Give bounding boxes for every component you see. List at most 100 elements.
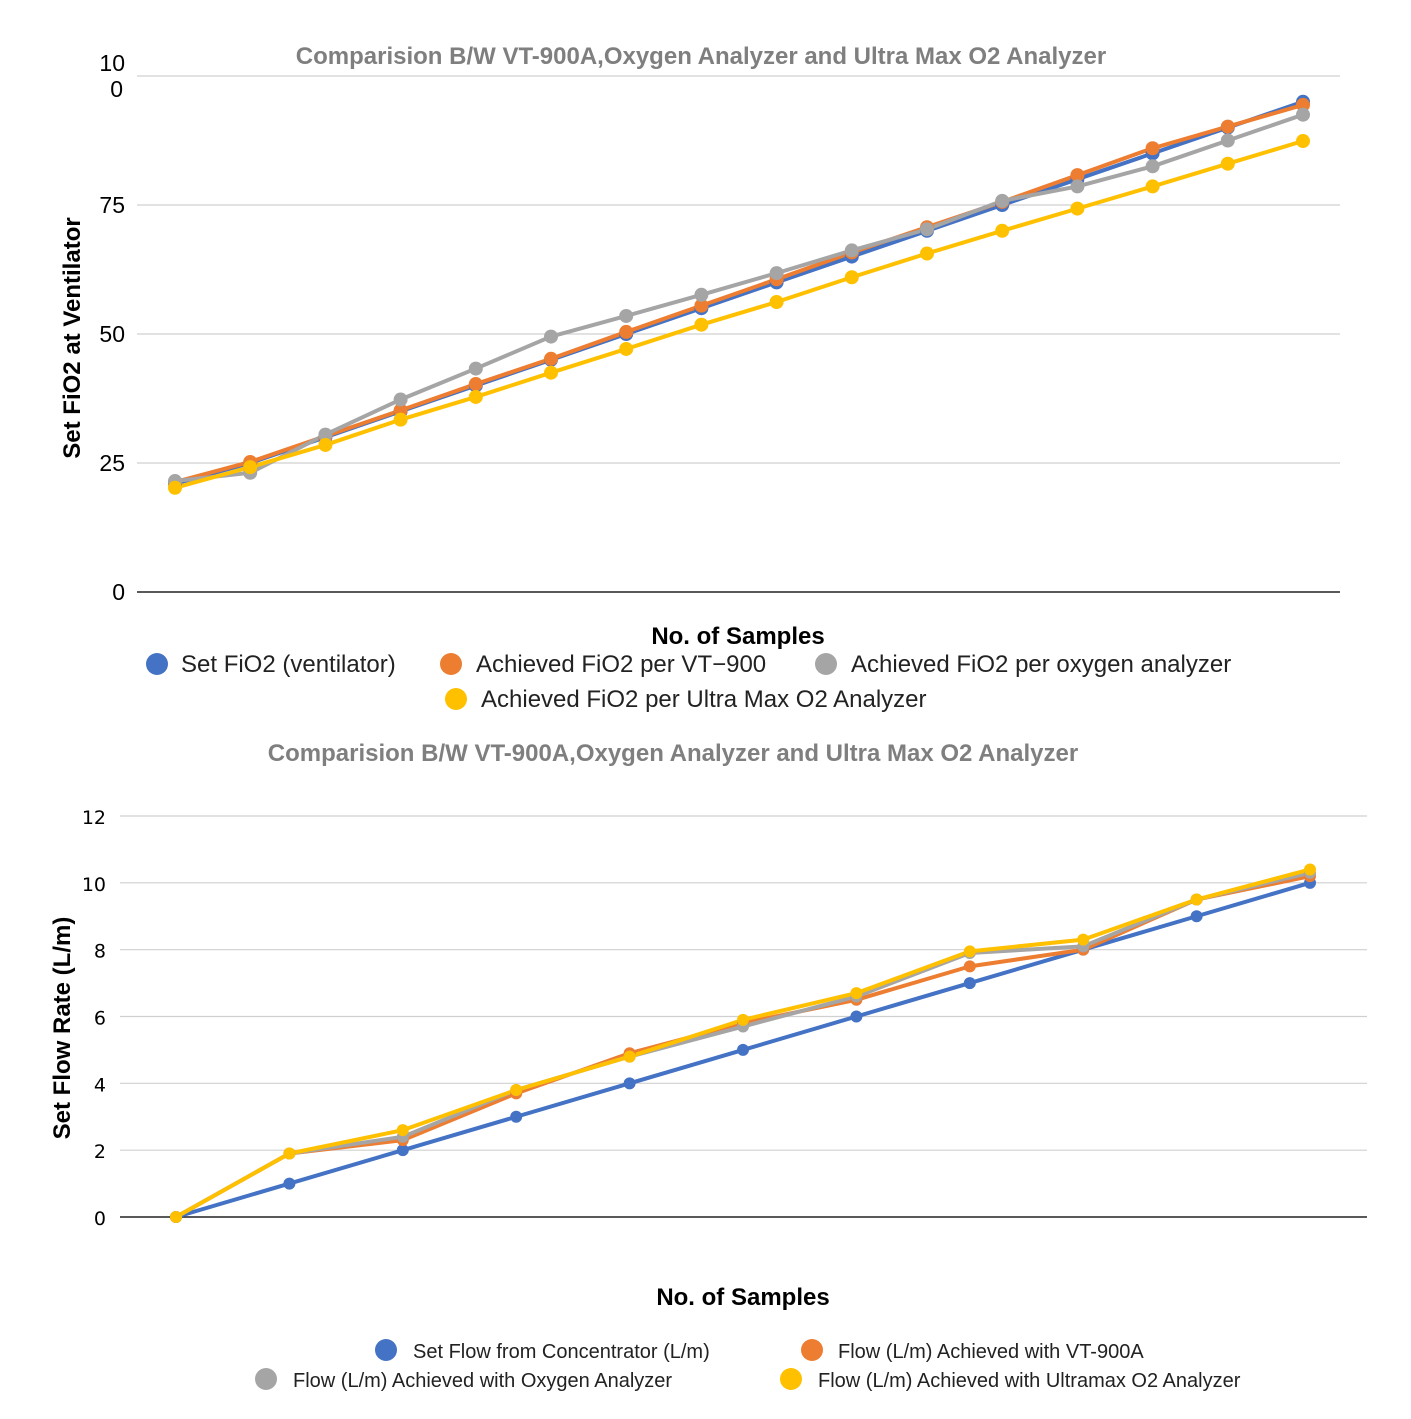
fio2-y-tick-label: 10	[99, 50, 125, 76]
fio2-y-tick-label: 0	[110, 76, 123, 102]
fio2-legend-marker	[440, 653, 462, 675]
fio2-data-point	[544, 365, 558, 380]
fio2-data-point	[1145, 141, 1160, 156]
fio2-y-tick-label: 50	[99, 321, 125, 347]
flow-y-tick-label: 2	[94, 1141, 106, 1163]
fio2-data-point	[619, 324, 634, 339]
flow-data-point	[510, 1084, 523, 1097]
flow-data-point	[623, 1077, 636, 1090]
fio2-data-point	[920, 246, 934, 261]
fio2-series-line-2	[174, 102, 1304, 485]
fio2-data-point	[1296, 107, 1310, 122]
fio2-data-point	[769, 295, 784, 310]
flow-y-tick-label: 10	[82, 874, 106, 896]
fio2-chart-title: Comparision B/W VT-900A,Oxygen Analyzer …	[296, 43, 1106, 70]
fio2-data-point	[468, 389, 483, 404]
flow-legend-label: Flow (L/m) Achieved with Oxygen Analyzer	[293, 1370, 672, 1392]
fio2-chart: Comparision B/W VT-900A,Oxygen Analyzer …	[59, 43, 1340, 713]
fio2-data-point	[694, 298, 709, 313]
fio2-data-point	[544, 329, 558, 344]
flow-data-point	[963, 945, 976, 958]
flow-data-point	[850, 987, 863, 1000]
fio2-data-point	[1296, 97, 1310, 112]
flow-y-tick-label: 6	[94, 1008, 106, 1030]
fio2-data-point	[544, 351, 558, 366]
fio2-data-point	[1296, 134, 1310, 149]
fio2-legend-label: Achieved FiO2 per Ultra Max O2 Analyzer	[481, 686, 927, 713]
flow-data-point	[1304, 863, 1316, 876]
fio2-data-point	[243, 460, 258, 475]
fio2-data-point	[1145, 179, 1160, 194]
flow-y-tick-label: 0	[94, 1208, 106, 1230]
flow-data-point	[850, 1010, 863, 1023]
fio2-series-line-4	[174, 139, 1304, 490]
flow-data-point	[396, 1124, 409, 1137]
flow-data-point	[283, 1177, 296, 1190]
fio2-data-point	[1070, 201, 1085, 216]
flow-x-axis-label: No. of Samples	[656, 1284, 829, 1311]
flow-legend-marker	[255, 1368, 277, 1390]
flow-data-point	[1190, 910, 1203, 923]
fio2-data-point	[844, 270, 859, 285]
flow-y-tick-label: 12	[82, 807, 106, 829]
flow-y-tick-label: 8	[94, 941, 106, 963]
flow-data-point	[283, 1147, 296, 1160]
fio2-legend-marker	[815, 653, 837, 675]
flow-legend-marker	[801, 1339, 823, 1361]
fio2-data-point	[769, 266, 784, 281]
flow-data-point	[396, 1144, 409, 1157]
flow-data-point	[963, 960, 976, 973]
flow-legend-marker	[375, 1339, 397, 1361]
flow-legend-label: Set Flow from Concentrator (L/m)	[413, 1341, 710, 1363]
fio2-series-line-3	[174, 112, 1304, 484]
fio2-y-tick-label: 75	[99, 192, 125, 218]
flow-data-point	[170, 1211, 182, 1223]
flow-data-point	[963, 977, 976, 990]
fio2-y-tick-label: 0	[112, 579, 125, 605]
fio2-data-point	[468, 361, 483, 376]
fio2-data-point	[995, 193, 1010, 208]
fio2-y-tick-label: 25	[99, 450, 125, 476]
flow-legend-label: Flow (L/m) Achieved with VT-900A	[838, 1341, 1144, 1363]
fio2-data-point	[1070, 168, 1085, 183]
flow-data-point	[623, 1050, 636, 1063]
fio2-data-point	[168, 480, 182, 495]
fio2-legend: Set FiO2 (ventilator) Achieved FiO2 per V…	[146, 651, 1231, 713]
flow-legend: Set Flow from Concentrator (L/m) Flow (L/…	[255, 1339, 1241, 1392]
fio2-legend-label: Achieved FiO2 per VT−900	[476, 651, 766, 678]
fio2-data-point	[995, 223, 1010, 238]
fio2-data-point	[468, 377, 483, 392]
fio2-data-point	[1220, 156, 1235, 171]
fio2-data-point	[844, 243, 859, 258]
fio2-legend-marker	[445, 688, 467, 710]
flow-legend-marker	[780, 1368, 802, 1390]
fio2-data-point	[393, 392, 408, 407]
fio2-data-point	[393, 412, 408, 427]
fio2-data-point	[1220, 119, 1235, 134]
flow-y-axis-label: Set Flow Rate (L/m)	[49, 917, 76, 1140]
fio2-data-point	[694, 287, 709, 302]
fio2-y-axis-label: Set FiO2 at Ventilator	[59, 217, 86, 458]
flow-data-point	[1077, 933, 1090, 946]
fio2-data-point	[694, 317, 709, 332]
fio2-data-point	[318, 437, 333, 452]
fio2-data-point	[619, 341, 634, 356]
flow-data-point	[510, 1110, 523, 1123]
fio2-x-axis-label: No. of Samples	[651, 623, 824, 650]
fio2-data-point	[1070, 179, 1085, 194]
flow-y-tick-label: 4	[94, 1074, 106, 1096]
fio2-data-point	[1220, 133, 1235, 148]
flow-data-point	[737, 1043, 749, 1056]
fio2-data-point	[318, 427, 333, 442]
fio2-data-point	[1145, 159, 1160, 174]
fio2-legend-label: Achieved FiO2 per oxygen analyzer	[851, 651, 1231, 678]
fio2-data-point	[619, 308, 634, 323]
flow-chart: Comparision B/W VT-900A,Oxygen Analyzer …	[49, 740, 1367, 1392]
flow-legend-label: Flow (L/m) Achieved with Ultramax O2 Ana…	[818, 1370, 1241, 1392]
fio2-legend-marker	[146, 653, 168, 675]
fio2-legend-label: Set FiO2 (ventilator)	[181, 651, 396, 678]
flow-data-point	[1190, 893, 1203, 906]
fio2-data-point	[920, 222, 934, 237]
flow-data-point	[737, 1013, 749, 1026]
